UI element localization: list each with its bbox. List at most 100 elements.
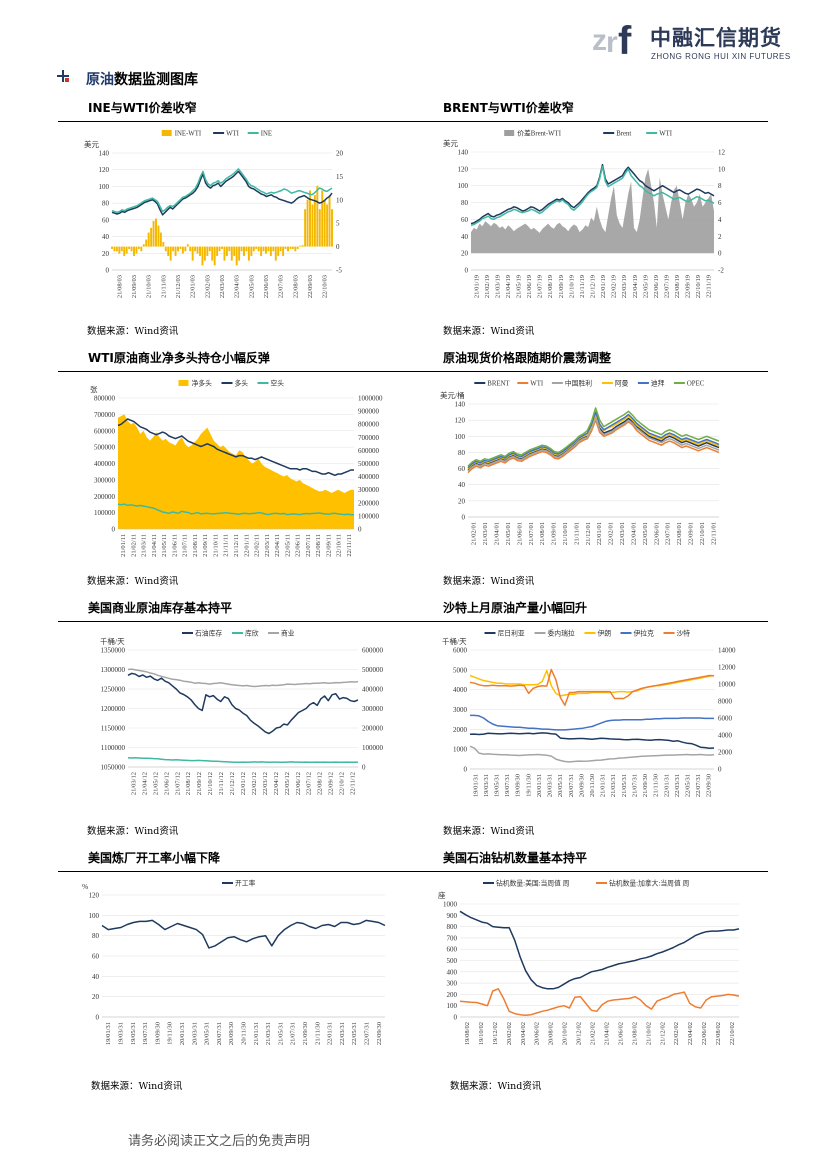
chart-ine-wti-spread: 0 20 40 60 80 100 120 140 -5 0 5 10 15 20 美元 21/08/03 21… [84,130,344,298]
x-tick-label: 22/01/03 [190,275,197,298]
y-tick-label: 20 [92,993,100,1001]
legend-label: 石油库存 [195,629,222,638]
y-tick-label: 120 [458,165,469,173]
x-tick-label: 22/03/11 [264,534,271,557]
legend-label: 阿曼 [615,379,629,388]
y-tick-label: 2000 [453,726,468,734]
x-tick-label: 21/06/11 [171,534,178,557]
series-ine-wti-bar [228,246,231,252]
y-tick-label: 80 [461,199,469,207]
x-tick-label: 22/01/31 [327,1022,334,1045]
legend-label: 空头 [271,379,285,388]
series-ine-wti-bar [269,246,272,256]
x-tick-label: 19/07/31 [504,774,511,797]
y-tick-label: 0 [106,267,110,275]
x-tick-label: 21/08/01 [539,522,546,545]
series-ine-wti-bar [199,246,201,256]
chart-opec-production: 0 1000 2000 3000 4000 5000 6000 0 2000 4000 6000 80… [442,629,736,798]
x-tick-label: 22/05/19 [642,275,649,298]
series-ine-wti-bar [313,195,316,247]
x-tick-label: 21/07/12 [174,772,181,795]
y2-tick-label: 0 [336,243,340,251]
legend-label: 尼日利亚 [498,629,525,638]
x-tick-label: 21/09/19 [558,275,565,298]
x-tick-label: 22/04/03 [234,275,241,298]
series-ine-wti-bar [223,246,226,261]
x-tick-label: 22/04/11 [274,534,281,557]
series-ine-wti-bar [265,246,267,254]
x-tick-label: 22/08/11 [315,534,322,557]
x-tick-label: 21/11/19 [579,275,586,298]
x-tick-label: 21/10/02 [645,1022,652,1045]
x-tick-label: 21/04/11 [151,534,158,557]
x-tick-label: 22/05/31 [351,1022,358,1045]
x-tick-label: 22/05/11 [284,534,291,557]
x-tick-label: 21/09/12 [196,772,203,795]
legend-label: 多头 [235,379,249,388]
y-tick-label: 120 [99,166,110,174]
y-tick-label: 900 [447,912,458,920]
x-tick-label: 21/01/11 [120,534,127,557]
legend-label: 商业 [281,629,295,638]
x-tick-label: 21/01/31 [600,774,607,797]
x-tick-label: 21/01/31 [253,1022,260,1045]
x-tick-label: 22/09/03 [307,275,314,298]
x-tick-label: 19/07/31 [142,1022,149,1045]
x-tick-label: 21/02/01 [471,522,478,545]
y2-tick-label: 8000 [718,698,733,706]
y-tick-label: 700000 [94,411,116,419]
chart-source-5: 数据来源：Wind资讯 [87,826,179,837]
series-ine-wti-bar [250,246,253,256]
y-tick-label: 60 [458,465,466,473]
x-tick-label: 22/01/12 [240,772,247,795]
x-tick-label: 21/10/03 [146,275,153,298]
series-ine-wti-bar [189,246,192,252]
series-wti-line [467,419,720,474]
x-tick-label: 20/12/02 [576,1022,583,1045]
x-tick-label: 22/08/03 [292,275,299,298]
bullet-plus-icon [57,70,69,82]
x-tick-label: 22/03/19 [621,275,628,298]
series-ine-wti-bar [140,246,143,252]
series-ine-wti-bar [284,246,287,249]
series-wti-line [470,165,715,227]
y-tick-label: 300 [447,980,458,988]
y-tick-label: 5000 [453,666,468,674]
y2-tick-label: 800000 [358,421,380,429]
series-ine-wti-bar [260,246,263,256]
series-ine-wti-bar [267,246,270,252]
series-迪拜-line [467,411,720,469]
y-tick-label: 6000 [453,647,468,655]
x-tick-label: 21/12/02 [659,1022,666,1045]
x-tick-label: 21/08/02 [631,1022,638,1045]
legend-label: WTI [226,131,240,138]
series-委内瑞拉-line [469,745,715,763]
disclaimer-footer: 请务必阅读正文之后的免责声明 [128,1134,311,1149]
series-多头-line [117,418,354,477]
x-tick-label: 21/09/11 [202,534,209,557]
y2-tick-label: 200000 [362,725,384,733]
x-tick-label: 22/07/31 [364,1022,371,1045]
x-tick-label: 20/06/02 [534,1022,541,1045]
x-tick-label: 21/08/11 [192,534,199,557]
x-tick-label: 22/09/01 [687,522,694,545]
series-ine-wti-bar [135,246,138,254]
x-tick-label: 21/11/01 [573,522,580,545]
series-石油库存-line [127,672,359,735]
y-tick-label: 1200000 [101,705,126,713]
x-tick-label: 19/09/30 [154,1022,161,1045]
legend-label: 委内瑞拉 [548,629,575,638]
legend-label: 开工率 [235,879,256,888]
x-tick-label: 21/09/30 [642,774,649,797]
y2-tick-label: 10000 [718,681,736,689]
y-tick-label: 20 [102,250,110,258]
y2-tick-label: 12 [718,149,726,157]
chart-title-6: 沙特上月原油产量小幅回升 [443,601,588,615]
x-tick-label: 19/10/02 [478,1022,485,1045]
x-tick-label: 21/11/03 [160,275,167,298]
y2-tick-label: 400000 [358,473,380,481]
y-tick-label: 100 [99,183,110,191]
series-ine-wti-bar [274,246,277,261]
legend-swatch [178,380,189,386]
x-tick-label: 21/11/30 [653,774,660,797]
